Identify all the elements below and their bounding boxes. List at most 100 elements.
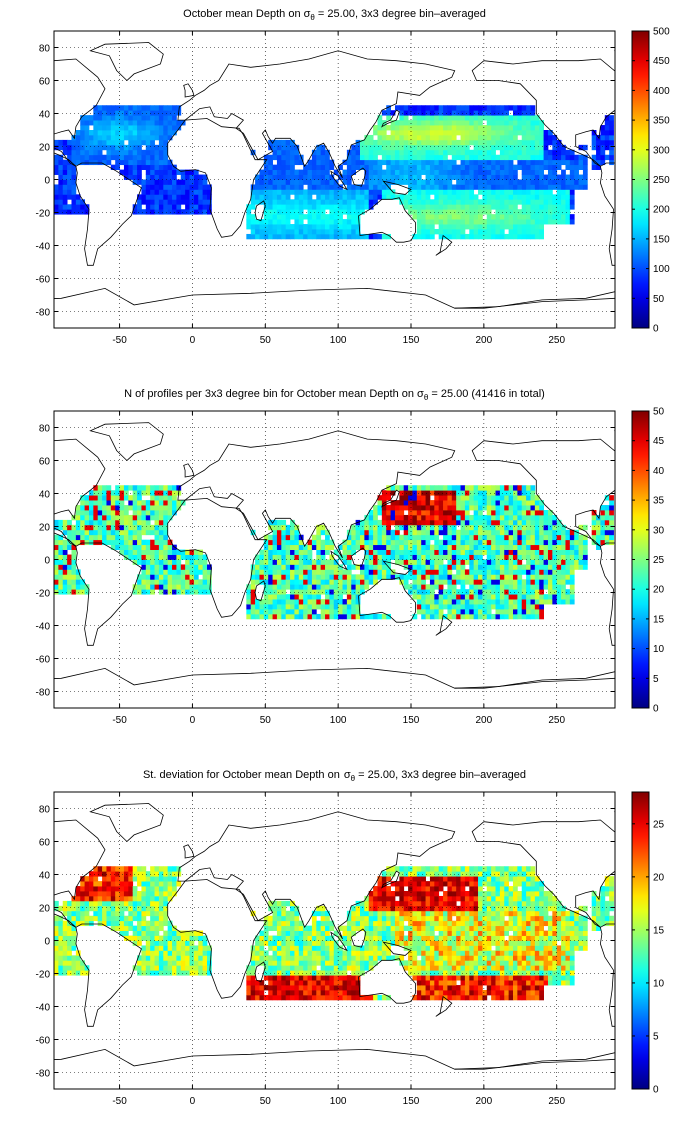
heatmap-cell	[500, 199, 505, 204]
heatmap-cell	[377, 130, 382, 135]
heatmap-cell	[474, 490, 479, 495]
heatmap-cell	[172, 189, 177, 194]
heatmap-cell	[565, 209, 570, 214]
heatmap-cell	[482, 115, 487, 120]
heatmap-cell	[482, 194, 487, 199]
heatmap-cell	[465, 130, 470, 135]
x-tick-label: 250	[548, 335, 565, 346]
heatmap-cell	[115, 145, 120, 150]
heatmap-cell	[456, 490, 461, 495]
heatmap-cell	[443, 594, 448, 599]
heatmap-cell	[115, 495, 120, 500]
heatmap-cell	[439, 219, 444, 224]
heatmap-cell	[163, 204, 168, 209]
heatmap-cell	[452, 160, 457, 165]
heatmap-cell	[133, 165, 138, 170]
heatmap-cell	[382, 155, 387, 160]
heatmap-cell	[115, 911, 120, 916]
heatmap-cell	[137, 535, 142, 540]
heatmap-cell	[369, 564, 374, 569]
heatmap-cell	[277, 594, 282, 599]
heatmap-cell	[155, 160, 160, 165]
heatmap-cell	[185, 189, 190, 194]
heatmap-cell	[133, 490, 138, 495]
heatmap-cell	[439, 530, 444, 535]
heatmap-cell	[404, 500, 409, 505]
heatmap-cell	[137, 120, 142, 125]
heatmap-cell	[544, 530, 549, 535]
heatmap-cell	[141, 520, 146, 525]
heatmap-cell	[465, 234, 470, 239]
heatmap-cell	[255, 614, 260, 619]
heatmap-cell	[168, 584, 173, 589]
heatmap-cell	[399, 155, 404, 160]
heatmap-cell	[395, 130, 400, 135]
heatmap-cell	[325, 155, 330, 160]
heatmap-cell	[290, 560, 295, 565]
heatmap-cell	[509, 184, 514, 189]
heatmap-cell	[439, 189, 444, 194]
heatmap-cell	[609, 530, 614, 535]
heatmap-cell	[312, 609, 317, 614]
heatmap-cell	[539, 609, 544, 614]
heatmap-cell	[102, 145, 107, 150]
heatmap-cell	[155, 204, 160, 209]
heatmap-cell	[281, 545, 286, 550]
heatmap-cell	[259, 229, 264, 234]
heatmap-cell	[146, 105, 151, 110]
heatmap-cell	[496, 214, 501, 219]
heatmap-cell	[312, 604, 317, 609]
heatmap-cell	[98, 485, 103, 490]
heatmap-cell	[290, 209, 295, 214]
heatmap-cell	[181, 564, 186, 569]
heatmap-cell	[120, 911, 125, 916]
heatmap-cell	[456, 510, 461, 515]
heatmap-cell	[54, 199, 59, 204]
heatmap-cell	[430, 204, 435, 209]
heatmap-cell	[67, 564, 72, 569]
heatmap-cell	[369, 550, 374, 555]
heatmap-cell	[251, 970, 256, 975]
heatmap-cell	[404, 525, 409, 530]
heatmap-cell	[491, 180, 496, 185]
heatmap-cell	[325, 589, 330, 594]
heatmap-cell	[58, 180, 63, 185]
heatmap-cell	[67, 145, 72, 150]
heatmap-cell	[277, 530, 282, 535]
heatmap-cell	[98, 911, 103, 916]
heatmap-cell	[281, 175, 286, 180]
heatmap-cell	[574, 535, 579, 540]
heatmap-cell	[496, 219, 501, 224]
heatmap-cell	[128, 485, 133, 490]
heatmap-cell	[421, 234, 426, 239]
heatmap-cell	[439, 500, 444, 505]
heatmap-cell	[146, 555, 151, 560]
heatmap-cell	[255, 609, 260, 614]
heatmap-cell	[308, 594, 313, 599]
heatmap-cell	[281, 520, 286, 525]
heatmap-cell	[137, 525, 142, 530]
heatmap-cell	[496, 574, 501, 579]
heatmap-cell	[469, 574, 474, 579]
heatmap-cell	[399, 520, 404, 525]
heatmap-cell	[308, 229, 313, 234]
heatmap-cell	[474, 500, 479, 505]
colorbar-tick-label: 10	[653, 644, 665, 655]
heatmap-cell	[443, 555, 448, 560]
heatmap-cell	[526, 599, 531, 604]
heatmap-cell	[321, 229, 326, 234]
heatmap-cell	[421, 530, 426, 535]
heatmap-cell	[312, 165, 317, 170]
heatmap-cell	[133, 130, 138, 135]
heatmap-cell	[535, 584, 540, 589]
heatmap-cell	[474, 515, 479, 520]
heatmap-cell	[461, 579, 466, 584]
heatmap-cell	[308, 165, 313, 170]
heatmap-cell	[404, 574, 409, 579]
heatmap-cell	[264, 599, 269, 604]
heatmap-cell	[386, 525, 391, 530]
heatmap-cell	[456, 140, 461, 145]
heatmap-cell	[443, 540, 448, 545]
heatmap-cell	[347, 609, 352, 614]
heatmap-cell	[395, 125, 400, 130]
